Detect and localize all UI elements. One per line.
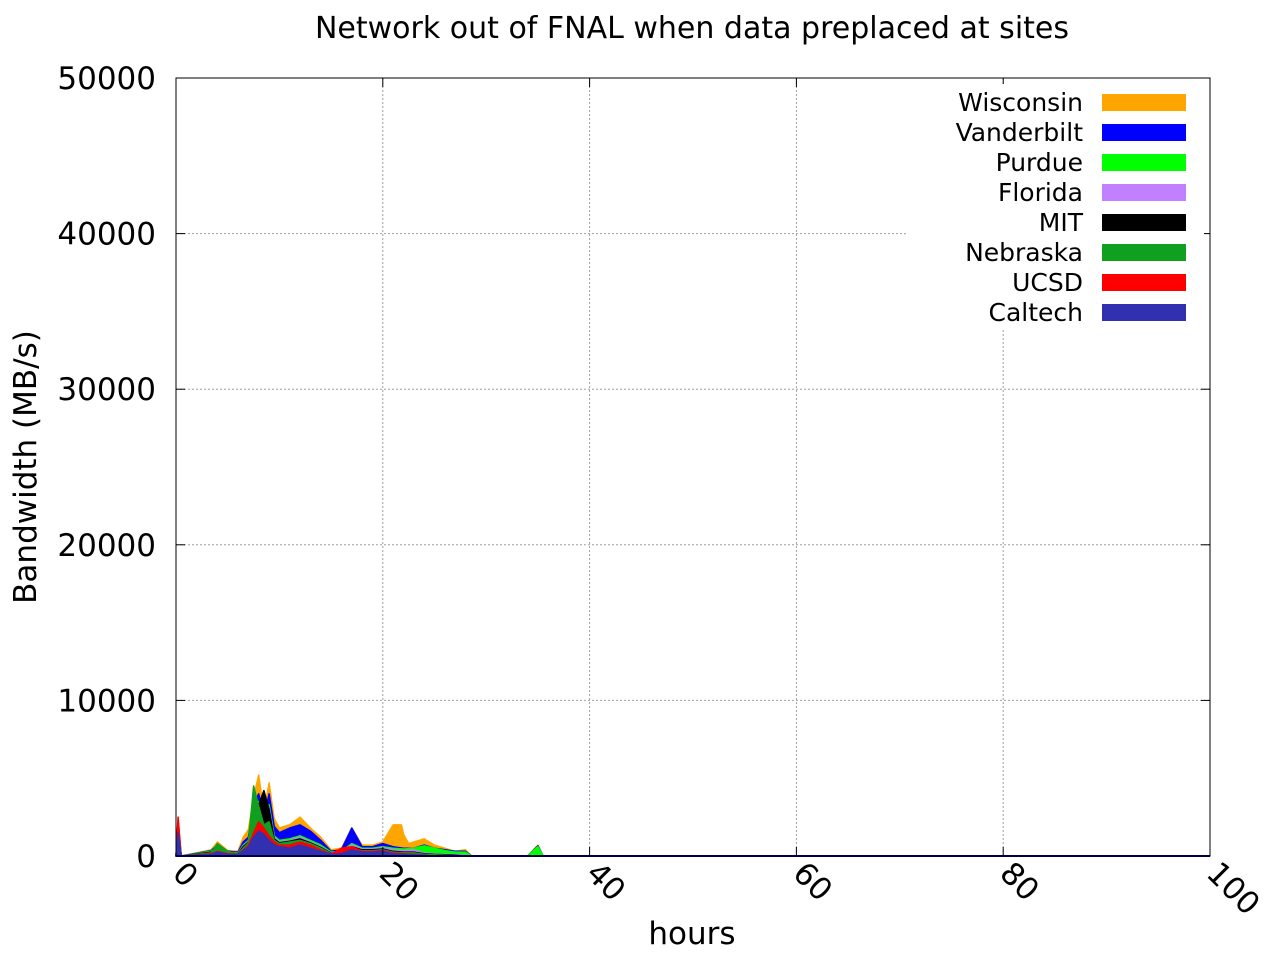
legend-swatch-mit xyxy=(1102,214,1186,231)
legend-label-nebraska: Nebraska xyxy=(965,238,1083,267)
legend-label-caltech: Caltech xyxy=(989,298,1084,327)
legend-label-florida: Florida xyxy=(998,178,1083,207)
y-tick-label-20000: 20000 xyxy=(57,528,156,564)
legend-label-vanderbilt: Vanderbilt xyxy=(956,118,1084,147)
legend-label-mit: MIT xyxy=(1039,208,1084,237)
legend-swatch-purdue xyxy=(1102,154,1186,171)
legend-swatch-vanderbilt xyxy=(1102,124,1186,141)
legend-label-wisconsin: Wisconsin xyxy=(958,88,1083,117)
chart-title: Network out of FNAL when data preplaced … xyxy=(315,11,1069,46)
legend-label-ucsd: UCSD xyxy=(1012,268,1083,297)
legend-swatch-caltech xyxy=(1102,304,1186,321)
legend-label-purdue: Purdue xyxy=(996,148,1083,177)
y-axis-label: Bandwidth (MB/s) xyxy=(8,330,44,604)
legend-swatch-florida xyxy=(1102,184,1186,201)
legend-swatch-ucsd xyxy=(1102,274,1186,291)
data-series-group xyxy=(175,774,544,857)
y-tick-label-0: 0 xyxy=(136,839,156,875)
legend: WisconsinVanderbiltPurdueFloridaMITNebra… xyxy=(906,84,1204,328)
y-tick-label-40000: 40000 xyxy=(57,217,156,253)
legend-swatch-nebraska xyxy=(1102,244,1186,261)
legend-swatch-wisconsin xyxy=(1102,94,1186,111)
y-tick-label-50000: 50000 xyxy=(57,61,156,97)
y-tick-label-30000: 30000 xyxy=(57,372,156,408)
plot-frame xyxy=(175,77,1211,857)
x-axis-label: hours xyxy=(648,916,735,952)
y-tick-label-10000: 10000 xyxy=(57,683,156,719)
series-area-caltech xyxy=(175,830,529,857)
